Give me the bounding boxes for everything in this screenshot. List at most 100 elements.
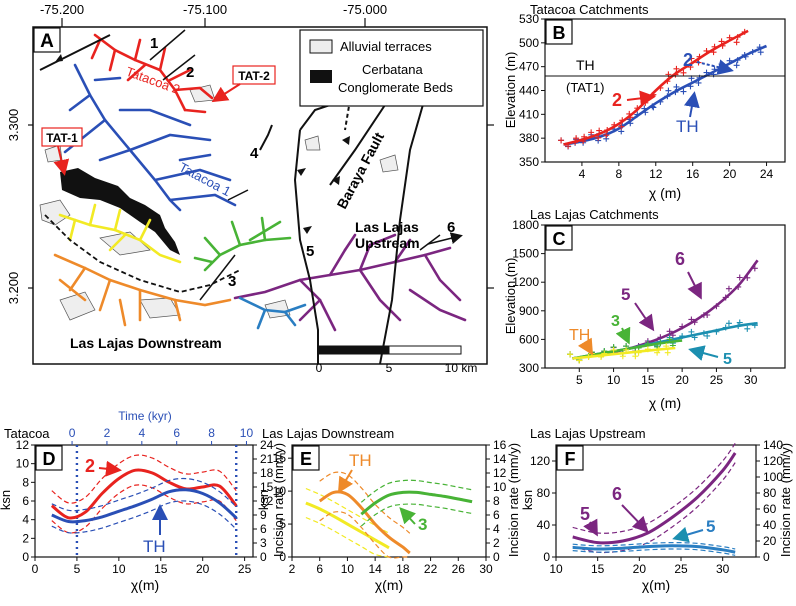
panel-f-series-5-line xyxy=(572,544,736,554)
river-network-yellow xyxy=(58,203,182,264)
panel-f-y2tick-label: 40 xyxy=(763,518,777,532)
panel-d-y2tick-label: 21 xyxy=(260,452,274,466)
panel-b-th: TH xyxy=(576,57,595,73)
panel-d-series-2-upper-bound xyxy=(51,454,237,504)
label-n5: 5 xyxy=(306,243,314,260)
panel-c-series-th-point xyxy=(610,346,617,353)
panel-d-series-2-lower-bound xyxy=(51,484,237,534)
panel-c-xtick-label: 30 xyxy=(744,373,758,387)
panel-c: Las Lajas Catchments C 5 10 15 20 25 30 300 600… xyxy=(503,207,786,411)
panel-d-y2tick-label: 12 xyxy=(260,494,274,508)
panel-c-series-th-line xyxy=(572,346,676,360)
panel-d: Tatacoa Time (kyr) D 0 5 10 15 20 25024681012… xyxy=(0,409,286,593)
panel-e-xtick-label: 2 xyxy=(289,562,296,576)
panel-b-xtick-label: 4 xyxy=(579,167,586,181)
panel-c-xlabel: χ (m) xyxy=(649,395,681,411)
panel-c-axes: 5 10 15 20 25 30 300 600 900 1200 1500 1800 xyxy=(512,218,757,387)
panel-d-xtick-label: 10 xyxy=(112,562,126,576)
river-network-orange xyxy=(53,253,232,327)
panel-d-series-th-lower-bound xyxy=(51,500,237,534)
panel-b-ytick-label: 380 xyxy=(519,131,539,145)
panel-b-series-2-point xyxy=(588,129,595,136)
label-n3: 3 xyxy=(228,273,236,290)
panel-d-y2tick-label: 15 xyxy=(260,480,274,494)
panel-c-series-5-point xyxy=(725,320,732,327)
panel-e-xtick-label: 6 xyxy=(316,562,323,576)
panel-b-ytick-label: 470 xyxy=(519,60,539,74)
panel-c-label-6: 6 xyxy=(675,249,685,269)
panel-e-series-yellow-line xyxy=(305,501,390,550)
panel-e-series-th-line xyxy=(318,490,411,555)
label-n2: 2 xyxy=(186,64,194,81)
panel-e-xtick-label: 30 xyxy=(479,562,493,576)
panel-b-series-th-point xyxy=(673,83,680,90)
panel-f-y2tick-label: 20 xyxy=(763,534,777,548)
lon-tick-2: -75.100 xyxy=(183,2,227,17)
panel-f-xtick-label: 30 xyxy=(716,562,730,576)
panel-f-ytick-label: 40 xyxy=(537,518,551,532)
panel-f-xtick-label: 25 xyxy=(674,562,688,576)
panel-e: Las Lajas Downstream E 2 6 10 14 18 22 26 30051… xyxy=(256,426,521,593)
panel-b-series-2-point xyxy=(680,69,687,76)
panel-d-toptick-label: 10 xyxy=(240,426,254,440)
panel-d-xtick-label: 15 xyxy=(154,562,168,576)
cerbatana-beds xyxy=(60,168,180,255)
label-upstream-2: Upstream xyxy=(355,235,420,251)
panel-f-frame xyxy=(555,444,757,558)
panel-f-y2tick-label: 80 xyxy=(763,486,777,500)
river-network-purple xyxy=(233,233,467,332)
panel-c-xtick-label: 5 xyxy=(576,373,583,387)
panel-e-y2tick-label: 10 xyxy=(493,480,507,494)
panel-c-ytick-label: 1200 xyxy=(512,275,539,289)
panel-f: Las Lajas Upstream F 10 15 20 25 30 0 40 80 120 0… xyxy=(520,426,793,593)
panel-b-xtick-label: 20 xyxy=(723,167,737,181)
panel-f-xtick-label: 20 xyxy=(633,562,647,576)
panel-d-xtick-label: 5 xyxy=(74,562,81,576)
label-downstream: Las Lajas Downstream xyxy=(70,335,222,351)
panel-d-y2label: Incision rate (mm/y) xyxy=(271,443,286,557)
panel-b-ytick-label: 530 xyxy=(519,12,539,26)
panel-f-y2tick-label: 120 xyxy=(763,454,783,468)
panel-d-y2tick-label: 18 xyxy=(260,466,274,480)
panel-c-xtick-label: 20 xyxy=(675,373,689,387)
panel-letter-c: C xyxy=(553,229,566,249)
river-network-tatacoa-2 xyxy=(90,33,214,114)
panel-letter-a: A xyxy=(40,31,54,52)
lon-tick-1: -75.200 xyxy=(40,2,84,17)
panel-c-series-6-point xyxy=(736,274,743,281)
panel-d-series-2-line xyxy=(50,468,238,520)
label-upstream-1: Las Lajas xyxy=(355,219,419,235)
lat-tick-2: 3.200 xyxy=(6,272,21,305)
panel-e-series-3-upper-bound xyxy=(360,479,473,503)
panel-d-label-th: TH xyxy=(143,537,166,556)
panel-f-series-6-line xyxy=(572,452,737,545)
panel-c-series-th-point xyxy=(664,349,671,356)
legend-terraces: Alluvial terraces xyxy=(340,39,432,54)
panel-b: Tatacoa Catchments B 4 8 12 16 20 24 350 380 410… xyxy=(503,2,786,201)
panel-f-axes: 10 15 20 25 30 0 40 80 120 0 20 40 60 80 100 120 140 xyxy=(530,438,783,576)
panel-e-ytick-label: 5 xyxy=(279,517,286,531)
panel-d-label-2: 2 xyxy=(85,456,95,476)
panel-b-series-2-point xyxy=(688,55,695,62)
scale-5: 5 xyxy=(386,361,393,375)
panel-d-ytick-label: 2 xyxy=(22,531,29,545)
panel-b-title: Tatacoa Catchments xyxy=(530,2,649,17)
panel-b-series-2-point xyxy=(618,123,625,130)
panel-letter-b: B xyxy=(553,23,566,43)
label-tat1: TAT-1 xyxy=(46,131,78,145)
panel-f-y2tick-label: 60 xyxy=(763,502,777,516)
panel-c-ytick-label: 300 xyxy=(519,361,539,375)
panel-e-title: Las Lajas Downstream xyxy=(262,426,394,441)
panel-b-series-2-point xyxy=(673,65,680,72)
panel-d-ytick-label: 4 xyxy=(22,513,29,527)
panel-e-xtick-label: 18 xyxy=(396,562,410,576)
panel-e-series-th-lower-bound xyxy=(319,511,410,559)
panel-b-xtick-label: 16 xyxy=(686,167,700,181)
panel-c-title: Las Lajas Catchments xyxy=(530,207,659,222)
panel-f-series-5-lower-bound xyxy=(572,548,736,556)
panel-c-xtick-label: 15 xyxy=(641,373,655,387)
panel-f-y2tick-label: 140 xyxy=(763,438,783,452)
lat-tick-1: 3.300 xyxy=(6,109,21,142)
panel-d-xtick-label: 0 xyxy=(32,562,39,576)
